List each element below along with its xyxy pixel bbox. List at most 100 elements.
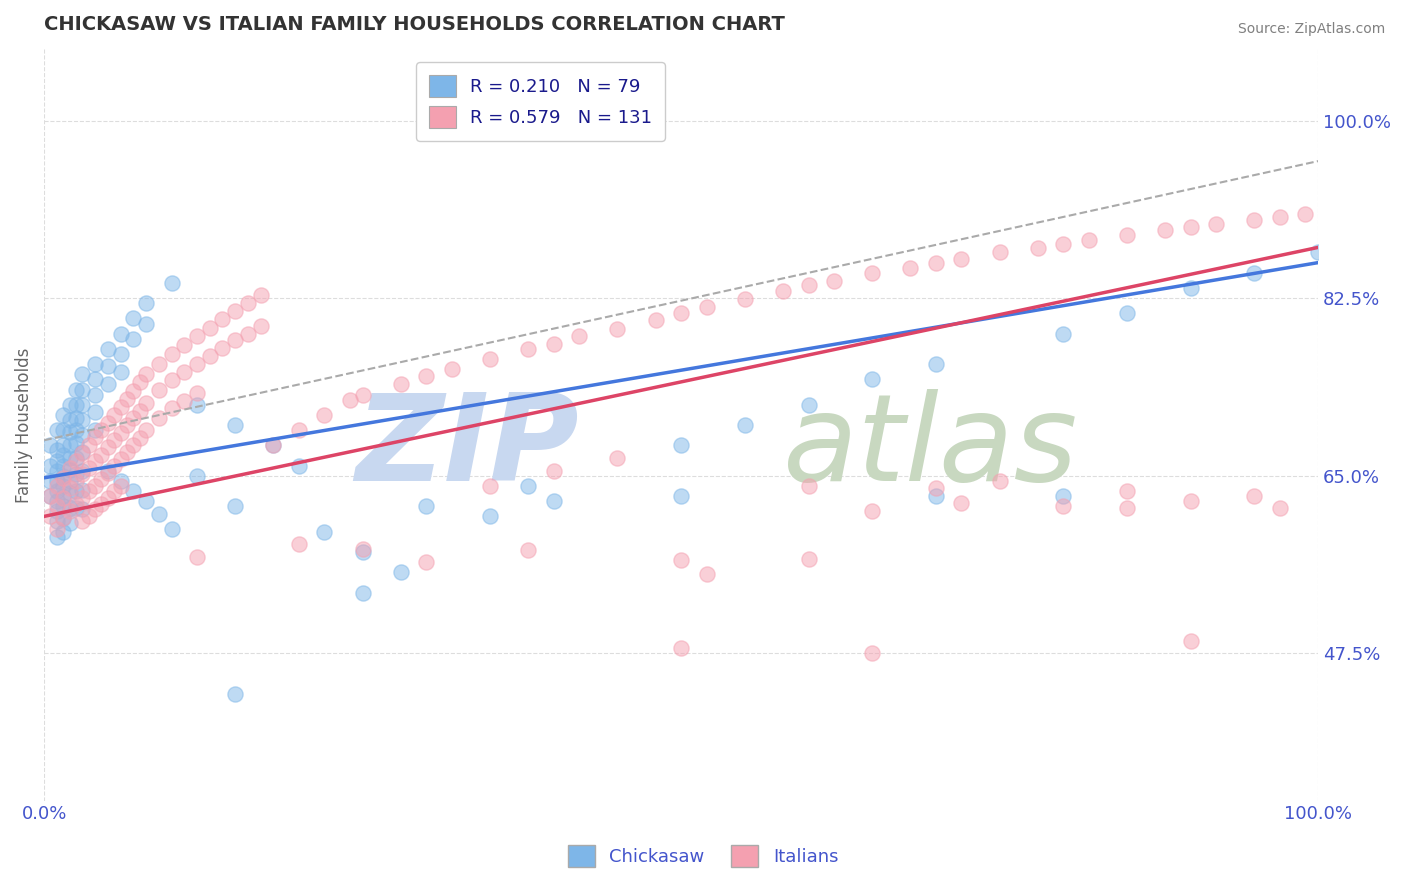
Point: [517, 542, 540, 557]
Point: [122, 311, 145, 326]
Point: [103, 483, 125, 498]
Point: [72, 467, 94, 481]
Point: [1116, 306, 1139, 320]
Point: [84, 423, 107, 437]
Point: [135, 296, 157, 310]
Point: [734, 292, 756, 306]
Point: [696, 300, 718, 314]
Point: [860, 266, 883, 280]
Point: [84, 372, 107, 386]
Point: [128, 404, 150, 418]
Point: [135, 317, 157, 331]
Point: [39, 489, 62, 503]
Point: [606, 450, 628, 465]
Point: [65, 453, 87, 467]
Point: [110, 451, 132, 466]
Point: [1243, 213, 1265, 227]
Point: [160, 276, 183, 290]
Point: [198, 349, 221, 363]
Point: [45, 464, 67, 478]
Point: [65, 497, 87, 511]
Point: [1180, 281, 1202, 295]
Point: [72, 383, 94, 397]
Point: [1116, 228, 1139, 243]
Point: [110, 426, 132, 441]
Point: [77, 483, 100, 498]
Point: [58, 425, 80, 439]
Point: [39, 489, 62, 503]
Point: [90, 497, 112, 511]
Point: [262, 438, 284, 452]
Point: [415, 500, 437, 514]
Point: [84, 479, 107, 493]
Point: [1052, 326, 1074, 341]
Point: [52, 524, 75, 539]
Point: [65, 398, 87, 412]
Point: [950, 496, 973, 510]
Point: [103, 434, 125, 448]
Point: [52, 408, 75, 422]
Point: [1268, 501, 1291, 516]
Point: [90, 472, 112, 486]
Point: [479, 509, 502, 524]
Point: [97, 359, 120, 373]
Point: [1026, 241, 1049, 255]
Legend: Chickasaw, Italians: Chickasaw, Italians: [561, 838, 845, 874]
Point: [135, 368, 157, 382]
Point: [389, 566, 412, 580]
Point: [160, 347, 183, 361]
Point: [58, 486, 80, 500]
Point: [52, 479, 75, 493]
Point: [1077, 233, 1099, 247]
Point: [389, 377, 412, 392]
Point: [45, 479, 67, 493]
Point: [72, 515, 94, 529]
Point: [186, 357, 208, 371]
Point: [45, 522, 67, 536]
Point: [52, 491, 75, 505]
Point: [110, 479, 132, 493]
Point: [97, 491, 120, 505]
Point: [314, 408, 336, 422]
Point: [772, 284, 794, 298]
Point: [58, 463, 80, 477]
Point: [45, 500, 67, 514]
Point: [314, 524, 336, 539]
Point: [173, 365, 195, 379]
Point: [65, 411, 87, 425]
Point: [288, 458, 311, 473]
Point: [249, 288, 271, 302]
Point: [211, 341, 233, 355]
Point: [925, 481, 948, 495]
Point: [58, 438, 80, 452]
Point: [224, 333, 246, 347]
Point: [696, 567, 718, 582]
Point: [72, 368, 94, 382]
Point: [84, 502, 107, 516]
Point: [148, 508, 170, 522]
Point: [1308, 245, 1330, 260]
Point: [224, 687, 246, 701]
Point: [58, 516, 80, 531]
Point: [45, 443, 67, 458]
Point: [58, 504, 80, 518]
Point: [1154, 223, 1177, 237]
Point: [45, 483, 67, 498]
Point: [823, 274, 845, 288]
Point: [669, 489, 692, 503]
Point: [734, 417, 756, 432]
Point: [797, 479, 820, 493]
Point: [1052, 500, 1074, 514]
Point: [77, 438, 100, 452]
Point: [110, 326, 132, 341]
Point: [950, 252, 973, 266]
Point: [65, 474, 87, 488]
Point: [160, 401, 183, 415]
Point: [122, 384, 145, 398]
Point: [52, 511, 75, 525]
Point: [45, 474, 67, 488]
Point: [249, 318, 271, 333]
Text: ZIP: ZIP: [356, 389, 579, 506]
Point: [288, 423, 311, 437]
Point: [122, 411, 145, 425]
